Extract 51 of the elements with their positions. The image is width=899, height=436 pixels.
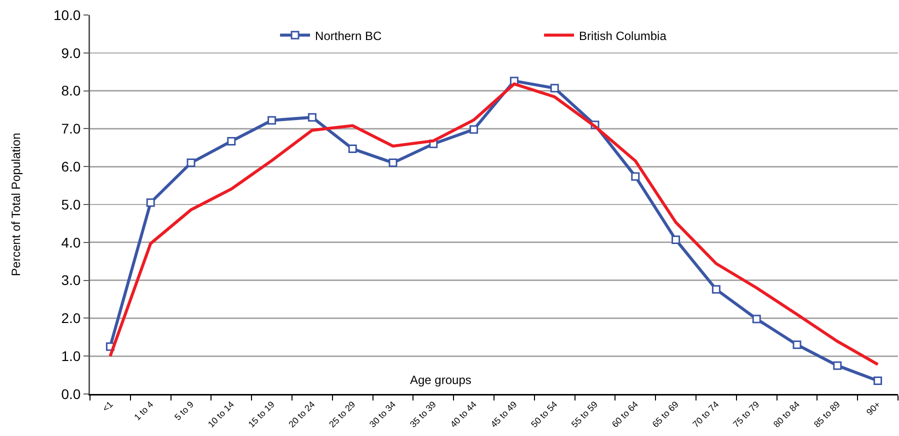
x-tick-label: 65 to 69 (650, 399, 680, 430)
y-tick-label: 4.0 (61, 234, 81, 250)
point (792, 340, 802, 349)
x-axis-title: Age groups (410, 373, 472, 387)
x-tick-label: <1 (100, 399, 115, 414)
y-tick-label: 0.0 (61, 386, 81, 402)
point (348, 144, 357, 154)
y-tick-label: 1.0 (61, 348, 81, 364)
point (631, 172, 640, 181)
x-tick-label: 85 to 89 (812, 399, 842, 430)
point (186, 158, 196, 168)
x-tick-label: 90+ (864, 399, 882, 418)
y-tick-label: 3.0 (61, 272, 81, 288)
x-tick-label: 50 to 54 (529, 399, 560, 430)
y-axis-title: Percent of Total Population (9, 132, 23, 276)
point (550, 84, 559, 92)
x-tick-label: 45 to 49 (488, 399, 519, 430)
y-tick-label: 9.0 (61, 44, 81, 61)
y-tick-label: 8.0 (61, 82, 81, 99)
y-tick-label: 2.0 (61, 310, 81, 326)
x-tick-label: 1 to 4 (132, 399, 156, 422)
point (874, 376, 882, 385)
point (470, 125, 478, 134)
y-tick-label: 10.0 (53, 6, 81, 23)
x-tick-label: 35 to 39 (408, 399, 438, 430)
point (672, 236, 680, 244)
point (227, 136, 236, 146)
point (752, 314, 761, 324)
x-tick-label: 55 to 59 (570, 399, 600, 430)
x-tick-label: 30 to 34 (368, 399, 398, 430)
point (308, 113, 316, 122)
x-tick-label: 10 to 14 (206, 399, 236, 430)
legend-label: British Columbia (579, 28, 667, 43)
x-tick-label: 25 to 29 (327, 399, 358, 430)
x-tick-label: 75 to 79 (731, 399, 762, 430)
x-tick-label: 20 to 24 (286, 399, 317, 430)
x-tick-label: 60 to 64 (610, 399, 640, 430)
x-tick-label: 80 to 84 (772, 399, 802, 430)
x-tick-label: 70 to 74 (690, 399, 721, 430)
x-tick-label: 40 to 44 (448, 399, 478, 430)
x-tick-label: 15 to 19 (246, 399, 276, 430)
y-tick-label: 6.0 (61, 158, 81, 174)
point (388, 158, 398, 168)
point (268, 116, 276, 125)
point (146, 198, 155, 207)
point (833, 361, 842, 370)
x-tick-label: 5 to 9 (172, 399, 196, 422)
legend-label: Northern BC (315, 28, 382, 43)
point (712, 285, 720, 294)
y-tick-label: 5.0 (61, 196, 81, 212)
y-tick-label: 7.0 (61, 120, 81, 137)
